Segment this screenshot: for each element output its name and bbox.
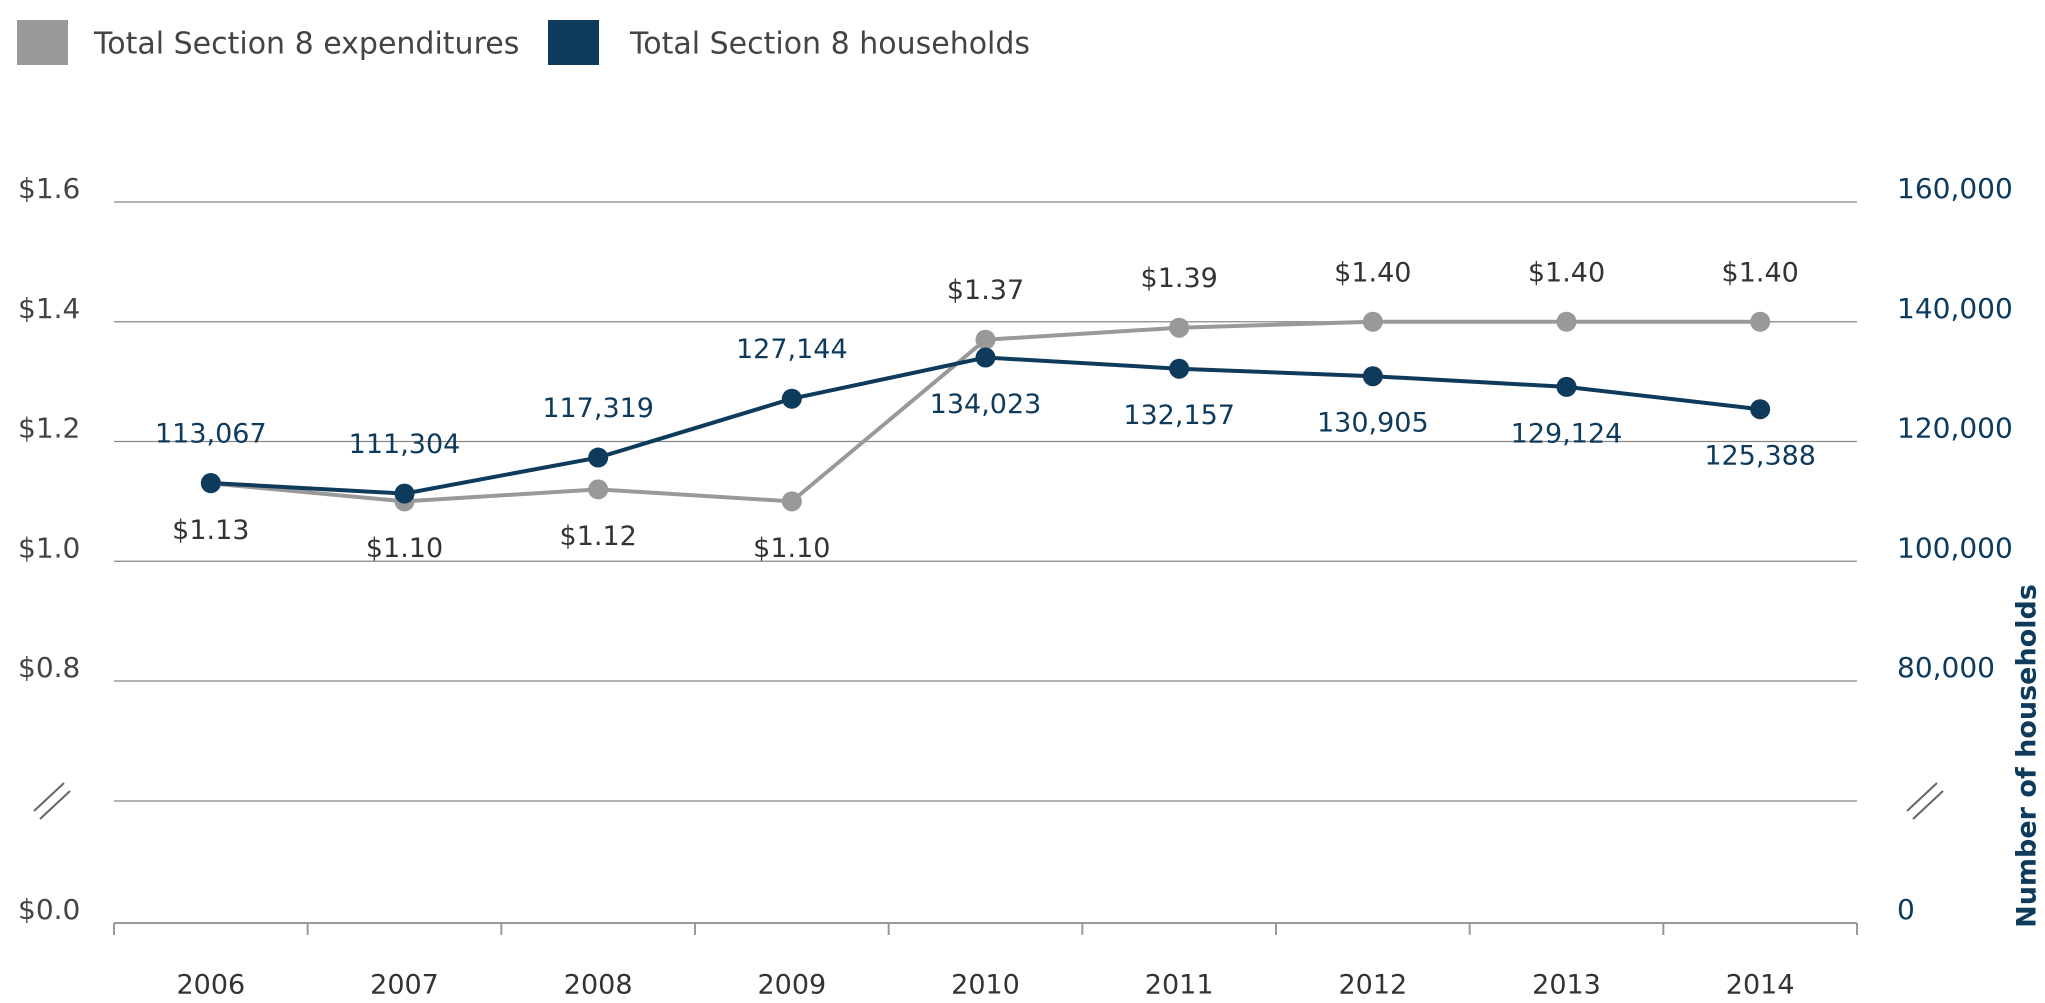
y2-tick-label: 120,000 [1897,412,2013,445]
data-point [588,479,609,500]
axis-break-mark [1912,790,1944,820]
x-tick-label: 2009 [757,970,826,1001]
y-tick-label: $1.2 [18,412,80,445]
legend-swatch [548,20,599,65]
data-point [975,329,996,350]
data-point [1169,358,1190,379]
x-tick-label: 2013 [1532,970,1601,1001]
y-tick-label: $1.4 [18,292,80,325]
data-label: $1.12 [560,521,637,552]
axis-break-mark [39,790,71,820]
data-point [1750,311,1771,332]
legend-label: Total Section 8 households [629,27,1030,62]
x-tick-label: 2010 [951,970,1020,1001]
x-tick-label: 2007 [370,970,439,1001]
data-point [1556,311,1577,332]
x-tick-label: 2014 [1726,970,1795,1001]
y2-tick-label: 100,000 [1897,531,2013,564]
y2-tick-label: 0 [1897,893,1915,926]
x-tick-label: 2008 [564,970,633,1001]
data-point [781,491,802,512]
y2-tick-label: 140,000 [1897,292,2013,325]
data-label: $1.40 [1528,257,1605,288]
data-label: 117,319 [542,393,654,424]
data-label: 130,905 [1317,408,1429,439]
data-label: 125,388 [1704,441,1816,472]
data-label: $1.40 [1722,257,1799,288]
y2-axis-title: Number of households [2012,584,2043,928]
y-tick-label: $1.0 [18,531,80,564]
data-point [781,388,802,409]
data-label: $1.10 [753,533,830,564]
x-tick-label: 2006 [176,970,245,1001]
legend-label: Total Section 8 expenditures [93,27,519,62]
data-point [1556,376,1577,397]
data-label: $1.10 [366,533,443,564]
y-tick-label: $0.0 [18,893,80,926]
axis-break-mark [33,782,65,812]
data-label: 113,067 [155,419,267,450]
data-point [588,447,609,468]
x-tick-label: 2012 [1338,970,1407,1001]
legend-swatch [17,20,68,65]
y2-tick-label: 80,000 [1897,651,1995,684]
data-label: $1.37 [947,275,1024,306]
data-label: 111,304 [349,429,461,460]
data-label: 129,124 [1511,418,1623,449]
data-label: 134,023 [930,389,1042,420]
data-point [1362,311,1383,332]
y2-tick-label: 160,000 [1897,172,2013,205]
data-point [394,483,415,504]
data-label: 127,144 [736,334,848,365]
data-label: $1.13 [172,515,249,546]
data-point [975,347,996,368]
data-label: $1.39 [1141,263,1218,294]
data-point [200,473,221,494]
data-label: 132,157 [1123,400,1235,431]
x-tick-label: 2011 [1145,970,1214,1001]
data-label: $1.40 [1334,257,1411,288]
data-point [1750,399,1771,420]
axis-break-mark [1906,782,1938,812]
data-point [1362,366,1383,387]
y-tick-label: $1.6 [18,172,80,205]
data-point [1169,317,1190,338]
y-tick-label: $0.8 [18,651,80,684]
